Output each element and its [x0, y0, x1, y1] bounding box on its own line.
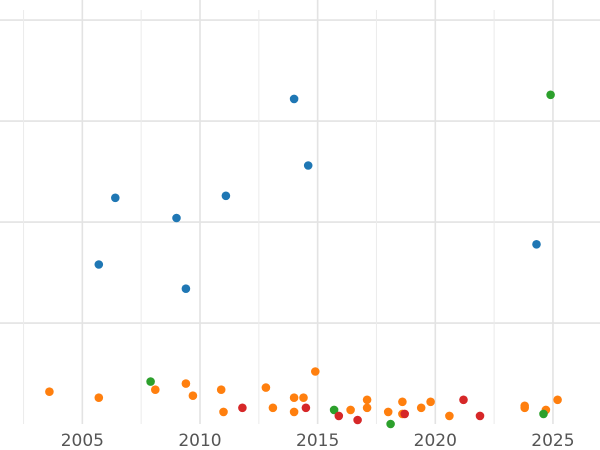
- data-point: [151, 385, 160, 395]
- data-point: [311, 367, 320, 376]
- data-point: [532, 240, 541, 249]
- x-tick-label: 2005: [61, 431, 104, 450]
- data-point: [301, 403, 311, 413]
- x-axis-ticks: 2005 2010 2015 2020 2025: [61, 431, 575, 450]
- data-point: [172, 213, 181, 223]
- data-point: [334, 411, 344, 421]
- data-point: [238, 403, 247, 413]
- data-point: [45, 387, 54, 397]
- x-tick-label: 2025: [531, 431, 574, 450]
- data-point: [475, 411, 485, 421]
- x-tick-label: 2015: [296, 431, 339, 450]
- grid: [0, 0, 600, 424]
- data-point: [289, 393, 299, 403]
- data-point: [426, 397, 435, 407]
- data-point: [219, 407, 228, 417]
- data-point: [329, 405, 339, 415]
- data-point: [111, 193, 120, 203]
- data-point: [398, 397, 407, 407]
- data-point: [346, 405, 355, 415]
- data-point: [386, 419, 395, 429]
- data-point: [459, 395, 468, 405]
- data-point: [268, 403, 278, 413]
- data-point: [299, 393, 308, 403]
- x-tick-label: 2010: [178, 431, 221, 450]
- data-point: [546, 90, 555, 100]
- data-point: [94, 393, 104, 403]
- data-point: [181, 379, 191, 388]
- data-point: [188, 391, 198, 401]
- data-point: [362, 395, 372, 405]
- data-point: [362, 403, 372, 413]
- data-point: [289, 407, 299, 417]
- data-point: [261, 383, 271, 392]
- data-point: [383, 407, 393, 417]
- data-point: [416, 403, 426, 413]
- data-point: [445, 411, 454, 421]
- data-point: [221, 191, 231, 201]
- data-point: [520, 403, 529, 413]
- data-point: [181, 284, 191, 294]
- data-point: [539, 409, 548, 419]
- data-point: [146, 377, 155, 386]
- x-tick-label: 2020: [414, 431, 457, 450]
- data-points: [45, 90, 562, 429]
- data-point: [94, 260, 104, 269]
- data-point: [400, 409, 410, 419]
- data-point: [216, 385, 226, 395]
- data-point: [303, 161, 313, 170]
- data-point: [289, 94, 299, 104]
- data-point: [353, 415, 362, 425]
- data-point: [553, 395, 562, 405]
